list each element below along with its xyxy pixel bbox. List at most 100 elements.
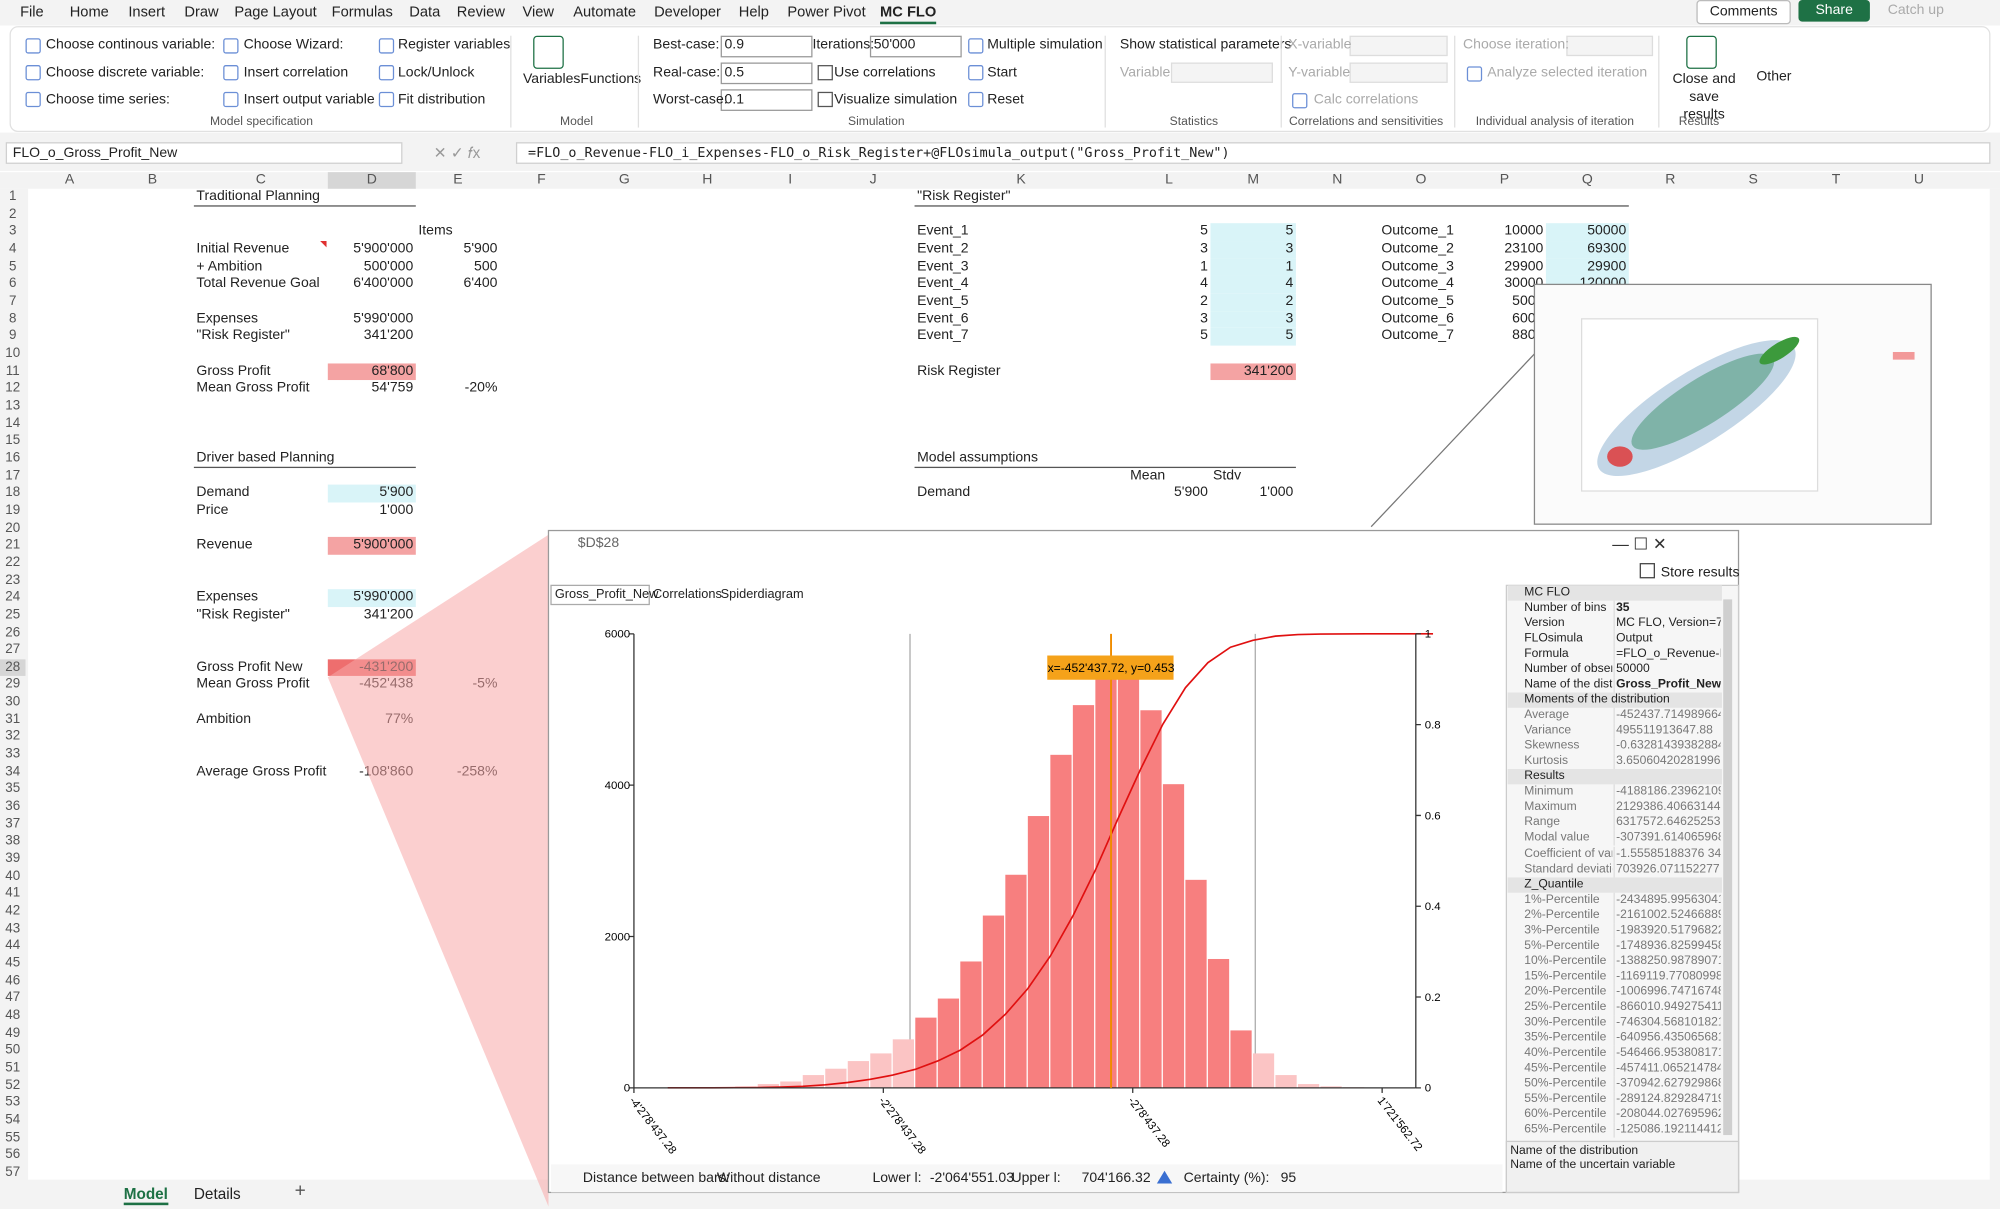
cell[interactable]: 1'000 [1259,484,1294,501]
cell[interactable]: 50000 [1545,223,1629,241]
ribbon-item[interactable]: Fit distribution [397,91,486,108]
cell[interactable]: 5 [1200,328,1208,344]
cell[interactable]: 6'400'000 [353,275,414,292]
name-box[interactable]: FLO_o_Gross_Profit_New [12,145,178,161]
cell[interactable]: 5 [1200,223,1208,239]
cell[interactable]: Items [418,223,453,239]
ribbon-item[interactable]: Real-case: [653,65,721,81]
window-buttons[interactable]: — ☐ ✕ [1612,535,1667,554]
cell[interactable]: Initial Revenue [196,240,290,257]
formula-text[interactable]: =FLO_o_Revenue-FLO_i_Expenses-FLO_o_Risk… [528,145,1230,161]
ribbon-item[interactable]: Use correlations [834,65,936,81]
cell[interactable]: 341'200 [1210,362,1296,381]
cell[interactable]: 69300 [1545,240,1629,259]
ribbon-item[interactable]: Variables [522,71,581,87]
ribbon-item[interactable]: 0.5 [724,65,745,81]
store-results[interactable]: Store results [1660,564,1740,581]
cell[interactable]: 5'900'000 [353,240,414,257]
ribbon-item[interactable]: Close and save results [1672,71,1736,123]
cell[interactable]: Event_2 [917,240,969,257]
cell[interactable]: 5'900 [327,484,416,503]
ribbon-item[interactable]: 0.9 [724,36,745,53]
cell[interactable]: 1 [1210,258,1296,276]
ribbon-item[interactable]: Reset [987,91,1024,108]
cell[interactable]: 341'200 [363,606,414,623]
cell[interactable]: 5'990'000 [353,310,414,326]
cell[interactable]: Gross Profit New [196,659,303,675]
cell[interactable]: Event_6 [917,310,969,326]
cell[interactable]: 68'800 [327,362,416,381]
ribbon-tab[interactable]: Developer [654,5,721,21]
cell[interactable]: 5'990'000 [327,589,416,607]
ribbon-item[interactable]: Worst-case: [653,91,728,108]
cell[interactable]: 3 [1210,240,1296,259]
ribbon-tab[interactable]: Draw [184,5,219,21]
cell[interactable]: Outcome_5 [1381,293,1454,309]
ribbon-item[interactable]: Choose Wizard: [243,36,344,53]
cell[interactable]: 2 [1210,293,1296,311]
ribbon-item[interactable]: Start [987,65,1017,81]
cell[interactable]: 10000 [1504,223,1544,239]
ribbon-item[interactable]: Choose time series: [45,91,170,108]
cell[interactable]: 30000 [1504,275,1544,292]
cell[interactable]: 23100 [1504,240,1544,257]
cell[interactable]: Outcome_1 [1381,223,1454,239]
cell[interactable]: 3 [1200,310,1208,326]
cell[interactable]: Model assumptions [917,450,1038,466]
toolbar-button[interactable]: Catch up [1877,0,1955,22]
ribbon-tab[interactable]: Power Pivot [787,5,866,21]
cell[interactable]: Driver based Planning [196,450,335,466]
ribbon-tab[interactable]: Home [69,5,109,21]
ribbon-tab[interactable]: Automate [573,5,636,21]
cell[interactable]: Event_4 [917,275,969,292]
checkbox[interactable] [817,91,833,108]
cell[interactable]: 3 [1200,240,1208,257]
cell[interactable]: "Risk Register" [196,606,290,623]
ribbon-tab[interactable]: Page Layout [234,5,317,21]
cell[interactable]: 5 [1210,223,1296,241]
cell[interactable]: -20% [464,380,498,396]
dialog-tab[interactable]: Correlations [653,587,722,602]
add-sheet[interactable]: + [294,1179,306,1202]
cell[interactable]: 5'900 [1174,484,1208,501]
cell[interactable]: Mean Gross Profit [196,676,310,692]
cell[interactable]: 1 [1200,258,1208,274]
cell[interactable]: Demand [917,484,971,501]
ribbon-item[interactable]: Choose iteration: [1463,36,1570,53]
ribbon-item[interactable]: Other [1756,68,1792,85]
ribbon-tab[interactable]: Review [456,5,505,21]
cell[interactable]: 1'000 [379,502,414,518]
cell[interactable]: 500'000 [363,258,414,274]
cell[interactable]: 4 [1210,275,1296,294]
cell[interactable]: Event_5 [917,293,969,309]
cell[interactable]: Expenses [196,589,259,605]
toolbar-button[interactable]: Comments [1696,0,1791,25]
cell[interactable]: Demand [196,484,250,501]
cell[interactable]: Outcome_6 [1381,310,1454,326]
ribbon-item[interactable]: Y-variable [1288,65,1351,81]
cell[interactable]: + Ambition [196,258,263,274]
checkbox[interactable] [817,65,833,81]
ribbon-item[interactable]: Best-case: [653,36,720,53]
cell[interactable]: 5'900 [463,240,498,257]
cell[interactable]: 29900 [1545,258,1629,276]
ribbon-item[interactable]: Choose continous variable: [45,36,216,53]
ribbon-tab[interactable]: Insert [128,5,166,21]
ribbon-item[interactable]: Show statistical parameters [1119,36,1292,53]
sheet-tab[interactable]: Model [123,1185,168,1206]
cell[interactable]: 29900 [1504,258,1544,274]
ribbon-tab[interactable]: Formulas [331,5,393,21]
ribbon-item[interactable]: Visualize simulation [834,91,958,108]
cell[interactable]: 54'759 [371,380,414,396]
cell[interactable]: Outcome_3 [1381,258,1454,274]
cell[interactable]: "Risk Register" [196,328,290,344]
ribbon-item[interactable]: Register variables [397,36,511,53]
ribbon-item[interactable]: Insert output variable [243,91,375,108]
cell[interactable]: 341'200 [363,328,414,344]
cell[interactable]: Mean Gross Profit [196,380,310,396]
ribbon-item[interactable]: Functions [580,71,642,87]
dialog-tab[interactable]: Spiderdiagram [720,587,804,602]
cell[interactable]: Gross Profit [196,362,271,379]
cell[interactable]: Traditional Planning [196,188,320,205]
cell[interactable]: "Risk Register" [917,188,1011,205]
